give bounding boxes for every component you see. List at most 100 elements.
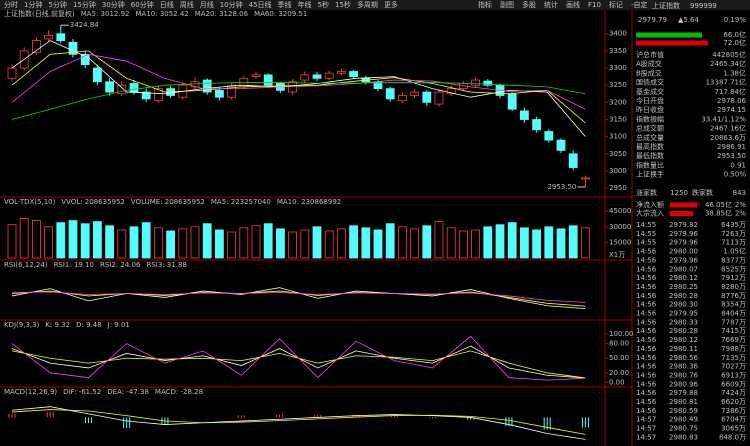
toolbar-tab[interactable]: 5秒 [318, 0, 329, 9]
volume-bar [397, 226, 407, 259]
pane-title: RSI(6,12,24) [4, 261, 48, 269]
trade-time: 14:56 [636, 310, 657, 318]
candle-body [44, 35, 53, 40]
info-label: B股成交 [636, 68, 662, 77]
trade-price: 2980.00 [669, 248, 698, 256]
trade-price: 2979.96 [669, 256, 698, 264]
y-tick-label: 3000 [609, 167, 627, 175]
toolbar-tab[interactable]: 年线 [298, 0, 312, 9]
info-value: 13387.71亿 [706, 78, 746, 87]
volume-bar [495, 224, 505, 259]
volume-bar [251, 225, 261, 259]
toolbar-tab[interactable]: 日线 [160, 0, 174, 9]
toolbar-tab[interactable]: 周线 [180, 0, 194, 9]
toolbar-button[interactable]: F10 [588, 1, 601, 9]
y-tick-label: 80.00 [609, 340, 629, 348]
indicator-line [11, 409, 586, 435]
toolbar-tab[interactable]: 1分钟 [24, 0, 42, 9]
candle-body [410, 91, 420, 96]
trade-price: 2979.82 [669, 221, 698, 229]
trade-volume: 7113万 [721, 239, 746, 247]
toolbar-button[interactable]: 统计 [544, 0, 558, 9]
y-tick-label: 100.00 [609, 330, 634, 338]
candle-body [32, 40, 41, 53]
pane-title: 上证指数(日线,前复权) [4, 9, 75, 18]
flow-bar [670, 211, 694, 216]
trade-price: 2980.81 [669, 398, 698, 406]
trade-time: 14:56 [636, 327, 657, 335]
toolbar-tab[interactable]: 30分钟 [102, 0, 125, 9]
toolbar-tab[interactable]: 5分钟 [48, 0, 66, 9]
info-label: 今日开盘 [636, 96, 664, 105]
y-tick-label: 30000 [609, 223, 631, 231]
trade-price: 2980.30 [669, 301, 698, 309]
info-value: 20863.6万 [710, 134, 746, 142]
breadth-value: 1250 [670, 189, 688, 197]
volume-bar [471, 229, 481, 259]
indicator-line [11, 82, 586, 120]
candle-body [93, 67, 102, 83]
legend-entry: RSI1: 19.10 [54, 261, 94, 269]
trade-volume: 6913万 [721, 371, 746, 379]
price-change: ▲5.64 [678, 16, 700, 24]
legend-entry: MA60: 3209.51 [254, 10, 307, 18]
toolbar-button[interactable]: 副图 [500, 0, 514, 9]
trade-volume: 7669万 [721, 336, 746, 344]
trade-price: 2980.83 [669, 433, 698, 441]
toolbar-tab[interactable]: 季线 [278, 0, 292, 9]
flow-bar [636, 40, 708, 46]
volume-bar [483, 226, 493, 259]
toolbar-tab[interactable]: 15秒 [335, 0, 351, 9]
toolbar-tab[interactable]: 60分钟 [131, 0, 154, 9]
toolbar-tab[interactable]: 更多 [384, 0, 398, 9]
trade-volume: 7912万 [721, 274, 746, 282]
toolbar-tab[interactable]: 10分钟 [220, 0, 243, 9]
trade-price: 2979.96 [669, 239, 698, 247]
info-value: 1.38亿 [723, 68, 746, 77]
toolbar-button[interactable]: 标记 [609, 0, 623, 9]
volume-bar [361, 227, 371, 259]
candle-body [300, 74, 310, 81]
breadth-value: 843 [733, 189, 746, 197]
toolbar-tab[interactable]: 45日线 [249, 0, 272, 9]
y-tick-label: 3250 [609, 81, 627, 89]
volume-bar [32, 220, 41, 259]
candle-body [153, 88, 163, 102]
trade-time: 14:56 [636, 407, 657, 415]
pane-title: MACD(12,26,9) [4, 388, 57, 396]
volume-bar [129, 226, 139, 259]
toolbar-button[interactable]: 画线 [566, 0, 580, 9]
toolbar-tab[interactable]: 多周期 [357, 0, 378, 9]
candle-body [141, 91, 151, 100]
trade-time: 14:57 [636, 425, 656, 433]
toolbar-tab[interactable]: 分时 [4, 0, 18, 9]
toolbar-button[interactable]: -自定 [631, 0, 648, 9]
info-label: A股成交 [636, 59, 662, 68]
volume-bar [56, 222, 66, 259]
trade-volume: 6435万 [721, 221, 746, 229]
volume-bar [275, 228, 285, 259]
flow-amount: 38.85亿 [705, 209, 732, 218]
candle-body [397, 95, 407, 102]
toolbar-button[interactable]: 多股 [522, 0, 536, 9]
trade-volume: 8377万 [721, 256, 746, 264]
trade-volume: 8354万 [721, 301, 746, 309]
volume-bar [202, 223, 212, 259]
trade-volume: 8525万 [721, 265, 746, 273]
indicator-line [11, 406, 586, 440]
volume-bar [520, 227, 529, 259]
toolbar-button[interactable]: 指标 [478, 0, 492, 9]
annotation: 2953.50 [547, 183, 576, 191]
toolbar-tab[interactable]: 15分钟 [73, 0, 96, 9]
info-value: 2465.34亿 [710, 59, 746, 68]
y-tick-label: 45000 [609, 207, 631, 215]
trade-time: 14:56 [636, 274, 657, 282]
info-value: 2953.50 [717, 152, 746, 160]
info-value: 0.50% [724, 171, 747, 179]
legend-entry: J: 9.01 [107, 321, 130, 329]
volume-bar [263, 223, 273, 259]
trade-time: 14:56 [636, 301, 657, 309]
trade-volume: 7135万 [721, 354, 746, 362]
trade-volume: 848.0万 [719, 433, 746, 441]
toolbar-tab[interactable]: 月线 [200, 0, 214, 9]
